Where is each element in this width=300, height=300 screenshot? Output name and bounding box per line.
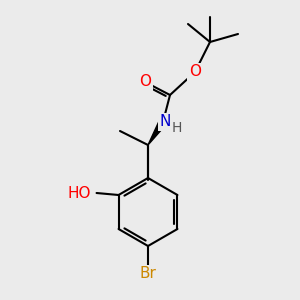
Text: Br: Br [140,266,156,281]
Text: N: N [159,115,171,130]
Text: O: O [189,64,201,80]
Text: HO: HO [67,185,91,200]
Text: H: H [172,121,182,135]
Text: O: O [139,74,151,89]
Polygon shape [148,120,167,145]
